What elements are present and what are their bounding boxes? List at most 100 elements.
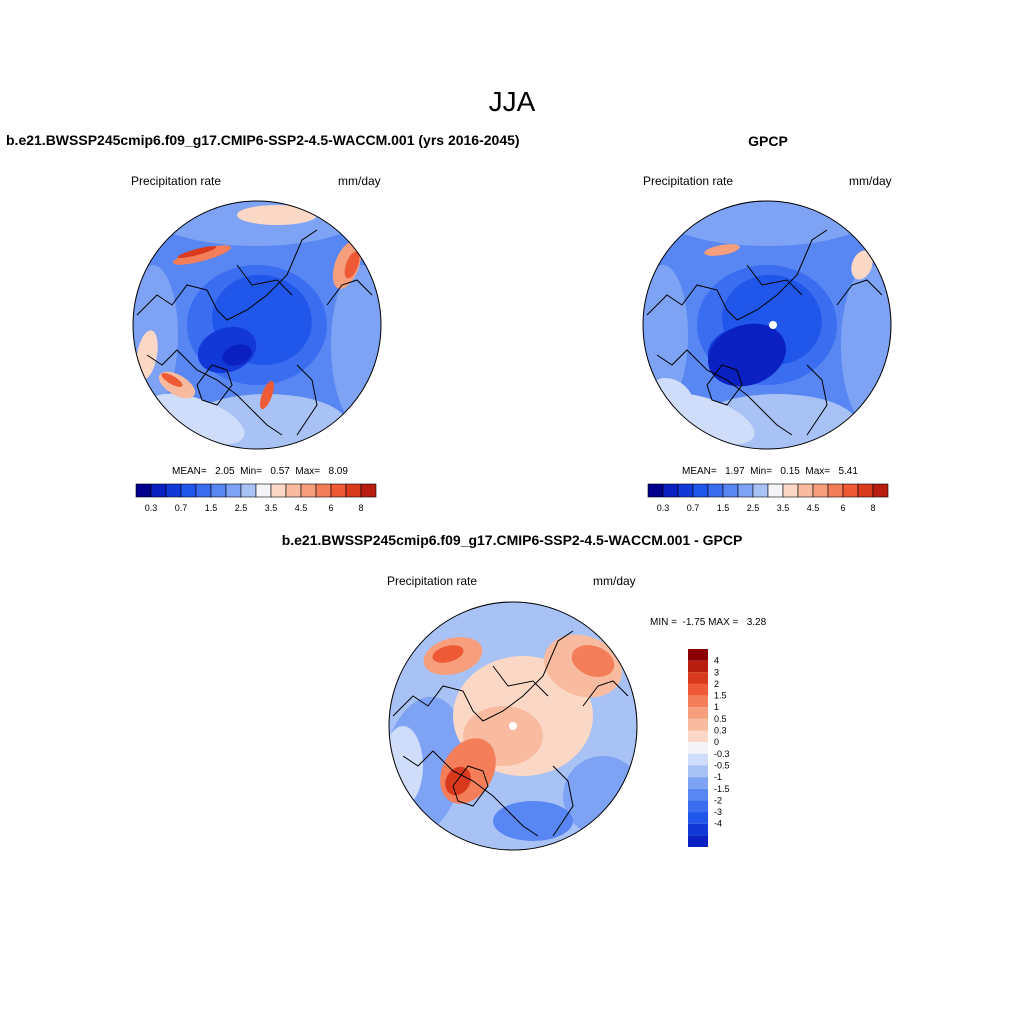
obs-colorbar: 0.3 0.7 1.5 2.5 3.5 4.5 6 8 xyxy=(647,483,889,513)
precip-patch xyxy=(857,325,877,385)
diff-stats: MIN = -1.75 MAX = 3.28 xyxy=(650,617,767,628)
colorbar-tick-label: -3 xyxy=(714,807,722,817)
colorbar-box xyxy=(842,483,859,498)
colorbar-box xyxy=(722,483,739,498)
colorbar-box xyxy=(688,823,708,836)
colorbar-box xyxy=(255,483,272,498)
precip-patch xyxy=(237,205,317,225)
obs-units-label: mm/day xyxy=(849,174,892,188)
precip-patch xyxy=(851,250,873,280)
colorbar-tick-label: 0.7 xyxy=(687,503,700,513)
coastline xyxy=(136,229,318,321)
model-variable-label: Precipitation rate xyxy=(131,174,222,188)
colorbar-box xyxy=(647,483,664,498)
colorbar-tick-label: 1 xyxy=(714,702,719,712)
colorbar-tick-label: -4 xyxy=(714,819,722,829)
obs-panel-title: GPCP xyxy=(748,133,788,149)
map-border xyxy=(642,200,892,450)
precip-patch xyxy=(571,645,615,677)
precip-patch xyxy=(445,766,471,796)
map-border xyxy=(132,200,382,450)
coastline xyxy=(582,680,629,707)
diff-variable-label: Precipitation rate xyxy=(387,574,478,588)
coastline xyxy=(146,349,283,436)
colorbar-tick-label: 2 xyxy=(714,679,719,689)
diff-map xyxy=(389,602,637,850)
coastline xyxy=(646,229,828,321)
colorbar-tick-label: 8 xyxy=(358,503,363,513)
colorbar-tick-label: 4.5 xyxy=(295,503,308,513)
colorbar-tick-label: 2.5 xyxy=(235,503,248,513)
colorbar-tick-label: 6 xyxy=(328,503,333,513)
coastline xyxy=(326,279,373,306)
coastline xyxy=(836,279,883,306)
colorbar-box xyxy=(688,812,708,824)
precip-patch xyxy=(260,380,274,410)
colorbar-box xyxy=(195,483,212,498)
model-stats: MEAN= 2.05 Min= 0.57 Max= 8.09 xyxy=(172,466,348,477)
coastline xyxy=(656,349,793,436)
diff-colorbar: 43 2 1.51 0.5 0.30 -0.3-0.5 -1 -1.5-2 -3 -4 xyxy=(688,649,730,847)
colorbar-box xyxy=(135,483,152,498)
model-panel-title: b.e21.BWSSP245cmip6.f09_g17.CMIP6-SSP2-4… xyxy=(6,132,520,148)
colorbar-tick-label: -0.3 xyxy=(714,749,730,759)
colorbar-tick-label: 0.5 xyxy=(714,714,727,724)
map-border xyxy=(388,601,638,851)
colorbar-box xyxy=(677,483,694,498)
colorbar-box xyxy=(165,483,182,498)
colorbar-box xyxy=(688,695,708,708)
model-map xyxy=(133,201,381,449)
colorbar-box xyxy=(737,483,754,498)
coastline xyxy=(706,364,743,406)
colorbar-box xyxy=(688,730,708,743)
colorbar-tick-label: -1 xyxy=(714,772,722,782)
model-colorbar: 0.3 0.7 1.5 2.5 3.5 4.5 6 8 xyxy=(135,483,377,513)
diff-units-label: mm/day xyxy=(593,574,636,588)
obs-stats: MEAN= 1.97 Min= 0.15 Max= 5.41 xyxy=(682,466,858,477)
coastline xyxy=(452,765,489,807)
coastline xyxy=(492,665,549,697)
precip-patch xyxy=(222,344,252,366)
precip-patch xyxy=(331,265,381,425)
coastline xyxy=(806,364,828,436)
colorbar-tick-label: 1.5 xyxy=(205,503,218,513)
colorbar-tick-label: 6 xyxy=(840,503,845,513)
coastline xyxy=(236,264,293,296)
coastline xyxy=(552,765,574,837)
colorbar-box xyxy=(688,765,708,778)
colorbar-box xyxy=(767,483,784,498)
colorbar-tick-label: -0.5 xyxy=(714,760,730,770)
colorbar-box xyxy=(688,660,708,673)
missing-data-pole xyxy=(769,321,777,329)
colorbar-box xyxy=(688,788,708,801)
colorbar-box xyxy=(752,483,769,498)
precip-patch xyxy=(704,244,740,256)
colorbar-box xyxy=(857,483,874,498)
figure-title: JJA xyxy=(488,86,536,117)
obs-variable-label: Precipitation rate xyxy=(643,174,734,188)
colorbar-box xyxy=(688,835,708,847)
colorbar-box xyxy=(662,483,679,498)
precip-patch xyxy=(172,245,232,265)
precip-patch xyxy=(657,201,877,246)
obs-map xyxy=(643,201,891,449)
precip-patch xyxy=(563,756,637,836)
colorbar-box xyxy=(180,483,197,498)
colorbar-tick-label: 0.7 xyxy=(175,503,188,513)
colorbar-tick-label: 3.5 xyxy=(777,503,790,513)
precip-patch xyxy=(432,645,464,663)
colorbar-box xyxy=(300,483,317,498)
colorbar-box xyxy=(688,777,708,789)
colorbar-box xyxy=(150,483,167,498)
colorbar-tick-label: 0.3 xyxy=(145,503,158,513)
colorbar-tick-label: 3 xyxy=(714,667,719,677)
precip-patch xyxy=(344,251,360,279)
colorbar-box xyxy=(688,742,708,754)
colorbar-tick-label: -1.5 xyxy=(714,784,730,794)
colorbar-tick-label: 4 xyxy=(714,656,719,666)
colorbar-box xyxy=(692,483,709,498)
colorbar-tick-label: 0 xyxy=(714,737,719,747)
colorbar-box xyxy=(707,483,724,498)
colorbar-box xyxy=(285,483,302,498)
